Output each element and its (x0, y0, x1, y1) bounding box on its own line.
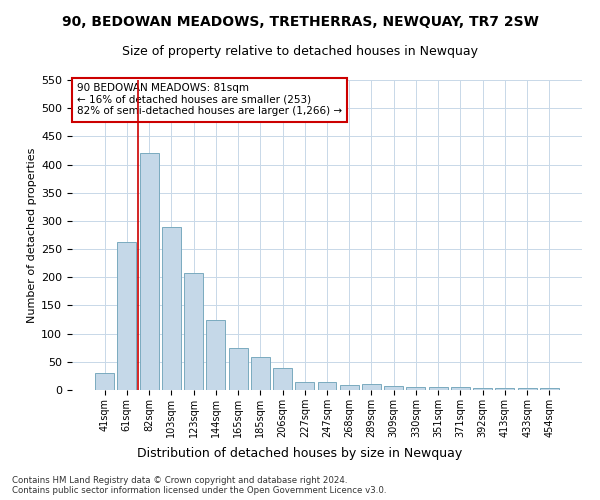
Bar (496, 388, 514, 390)
Bar (340, 385, 359, 390)
Y-axis label: Number of detached properties: Number of detached properties (27, 148, 37, 322)
Bar (251, 358, 270, 390)
Bar (162, 226, 181, 390)
Bar (95, 373, 114, 390)
Bar (429, 387, 448, 390)
Text: 90, BEDOWAN MEADOWS, TRETHERRAS, NEWQUAY, TR7 2SW: 90, BEDOWAN MEADOWS, TRETHERRAS, NEWQUAY… (62, 15, 538, 29)
Bar (273, 368, 292, 390)
Bar (118, 242, 136, 390)
Bar (184, 274, 203, 390)
Bar (451, 386, 470, 390)
Bar (473, 388, 492, 390)
Bar (540, 388, 559, 390)
Bar (206, 320, 225, 390)
Bar (317, 382, 337, 390)
Bar (140, 154, 158, 390)
Text: 90 BEDOWAN MEADOWS: 81sqm
← 16% of detached houses are smaller (253)
82% of semi: 90 BEDOWAN MEADOWS: 81sqm ← 16% of detac… (77, 83, 342, 116)
Bar (384, 386, 403, 390)
Bar (295, 382, 314, 390)
Bar (518, 388, 536, 390)
Text: Distribution of detached houses by size in Newquay: Distribution of detached houses by size … (137, 448, 463, 460)
Bar (229, 348, 248, 390)
Text: Contains HM Land Registry data © Crown copyright and database right 2024.
Contai: Contains HM Land Registry data © Crown c… (12, 476, 386, 495)
Bar (406, 387, 425, 390)
Text: Size of property relative to detached houses in Newquay: Size of property relative to detached ho… (122, 45, 478, 58)
Bar (362, 384, 381, 390)
